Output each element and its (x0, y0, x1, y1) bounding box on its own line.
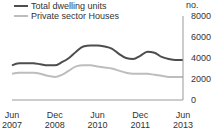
html-text:Private sector Houses: Private sector Houses (31, 11, 119, 21)
svg-text:2000: 2000 (191, 74, 207, 84)
svg-text:Dec2008: Dec2008 (45, 110, 65, 130)
svg-text:Jun2007: Jun2007 (8, 110, 22, 130)
html-text:no.: no. (186, 0, 199, 10)
svg-text:Dec2011: Dec2011 (131, 110, 150, 130)
svg-text:Jun2010: Jun2010 (87, 110, 107, 130)
svg-text:0: 0 (191, 95, 196, 105)
svg-text:Jun2013: Jun2013 (173, 110, 193, 130)
svg-text:8000: 8000 (191, 11, 207, 21)
html-text:Total dwelling units: Total dwelling units (31, 1, 107, 11)
svg-text:6000: 6000 (191, 32, 207, 42)
svg-text:4000: 4000 (191, 53, 207, 63)
